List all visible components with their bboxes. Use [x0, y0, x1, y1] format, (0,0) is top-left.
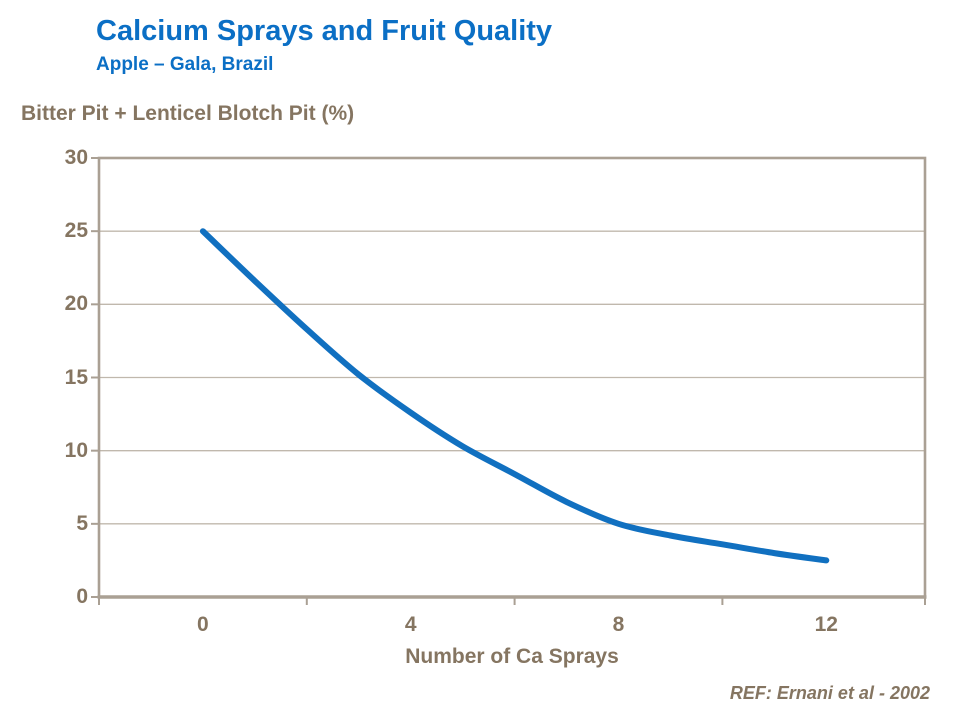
x-axis-label: Number of Ca Sprays	[405, 645, 619, 668]
slide-subtitle: Apple – Gala, Brazil	[96, 54, 274, 75]
y-tick-label: 0	[76, 585, 88, 608]
chart-svg	[91, 156, 927, 605]
x-tick-label: 0	[197, 613, 209, 636]
y-axis-title: Bitter Pit + Lenticel Blotch Pit (%)	[21, 102, 355, 125]
y-tick-label: 25	[64, 219, 88, 243]
reference-text: REF: Ernani et al - 2002	[729, 683, 930, 703]
slide-title: Calcium Sprays and Fruit Quality	[96, 15, 553, 47]
y-tick-label: 15	[64, 365, 88, 389]
y-tick-label: 30	[64, 146, 88, 169]
y-tick-label: 10	[64, 438, 88, 462]
x-tick-label: 8	[612, 613, 625, 636]
y-tick-label: 20	[64, 292, 88, 316]
x-tick-label: 4	[404, 613, 417, 636]
y-tick-label: 5	[76, 511, 88, 535]
x-tick-label: 12	[814, 613, 838, 636]
